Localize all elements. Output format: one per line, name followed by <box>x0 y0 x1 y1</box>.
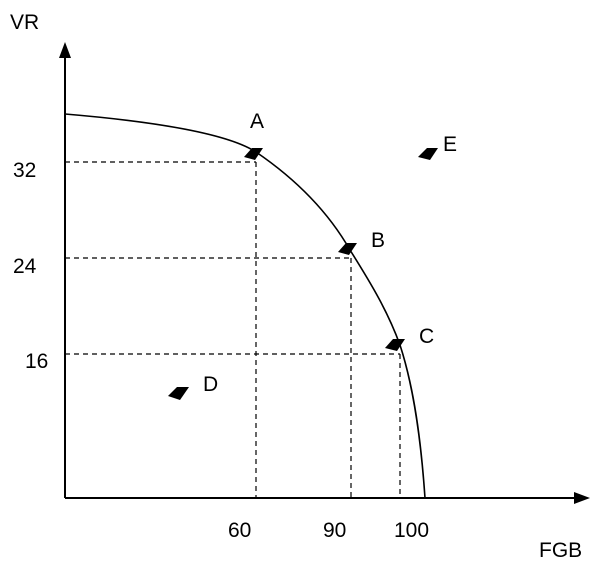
point-d-marker <box>168 387 189 400</box>
y-axis-arrowhead <box>59 42 71 58</box>
point-b-label: B <box>371 229 385 252</box>
y-tick-label: 16 <box>25 350 48 373</box>
x-tick-label: 90 <box>323 519 346 542</box>
x-tick-label: 100 <box>394 519 429 542</box>
point-c-marker <box>385 339 405 351</box>
x-axis-arrowhead <box>574 492 590 504</box>
production-possibility-curve <box>64 113 426 499</box>
point-d-label: D <box>203 373 218 396</box>
x-tick-label: 60 <box>228 519 251 542</box>
point-a-marker <box>244 148 263 160</box>
y-tick-label: 24 <box>13 255 37 278</box>
point-a-label: A <box>250 110 264 133</box>
point-b-marker <box>338 243 357 255</box>
y-axis-label: VR <box>10 11 39 34</box>
point-e-label: E <box>443 133 457 156</box>
point-e-marker <box>418 148 438 160</box>
y-tick-label: 32 <box>13 159 36 182</box>
x-axis-label: FGB <box>539 539 582 562</box>
point-c-label: C <box>419 325 434 348</box>
